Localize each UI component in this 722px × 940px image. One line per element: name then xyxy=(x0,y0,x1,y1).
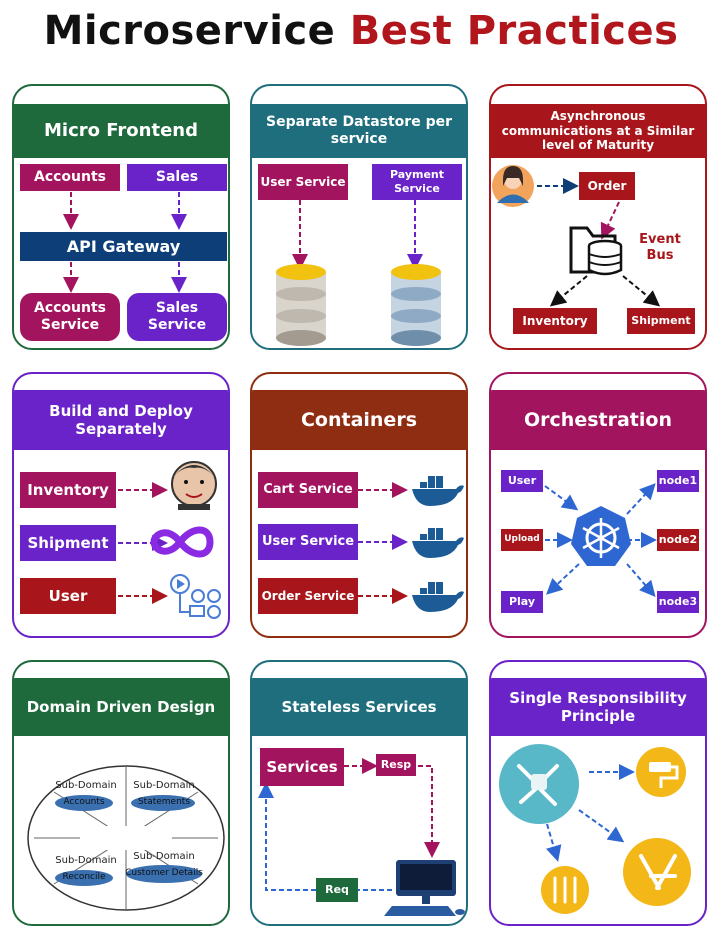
sales-service-box: Sales Service xyxy=(127,293,227,341)
page-title: Microservice Best Practices xyxy=(0,8,722,54)
card-micro-frontend: Micro Frontend Accounts Sales API Gatewa… xyxy=(12,84,230,350)
subdomain-accounts-label: Accounts xyxy=(63,797,105,807)
user-box: User xyxy=(501,470,543,492)
subdomain-title: Sub-Domain xyxy=(55,855,117,866)
card-title: Separate Datastore per service xyxy=(252,104,466,158)
subdomain-title: Sub-Domain xyxy=(55,780,117,791)
card-single-responsibility: Single Responsibility Principle xyxy=(489,660,707,926)
node1-box: node1 xyxy=(657,470,699,492)
card-separate-datastore: Separate Datastore per service User Serv… xyxy=(250,84,468,350)
subdomain-statements-label: Statements xyxy=(137,797,191,807)
user-service-box: User Service xyxy=(258,164,348,200)
utensils-icon xyxy=(541,866,589,914)
paint-roller-icon xyxy=(636,747,686,797)
docker-icon xyxy=(412,582,464,612)
card-stateless-services: Stateless Services Services Resp Req xyxy=(250,660,468,926)
accounts-box: Accounts xyxy=(20,164,120,191)
shipment-box: Shipment xyxy=(20,525,116,561)
flow-arrows xyxy=(258,758,440,891)
upload-box: Upload xyxy=(501,529,543,551)
sales-box: Sales xyxy=(127,164,227,191)
subdomain-title: Sub-Domain xyxy=(133,780,195,791)
card-domain-driven-design: Domain Driven Design Sub-Domain Accounts… xyxy=(12,660,230,926)
node3-box: node3 xyxy=(657,591,699,613)
subdomain-reconcile-label: Reconcile xyxy=(62,872,106,882)
accounts-service-box: Accounts Service xyxy=(20,293,120,341)
toolbox-icon xyxy=(499,744,579,824)
title-part-2: Best Practices xyxy=(349,8,679,54)
subdomain-customer-details-label: Customer Details xyxy=(125,868,203,878)
event-bus-label: Event Bus xyxy=(639,232,681,264)
payment-service-box: Payment Service xyxy=(372,164,462,200)
card-title: Micro Frontend xyxy=(14,104,228,158)
order-service-box: Order Service xyxy=(258,578,358,614)
card-async-communications: Asynchronous communications at a Similar… xyxy=(489,84,707,350)
flow-arrows xyxy=(544,483,657,598)
play-box: Play xyxy=(501,591,543,613)
inventory-box: Inventory xyxy=(513,308,597,334)
order-box: Order xyxy=(579,172,635,200)
kubernetes-icon xyxy=(571,506,631,566)
api-gateway-box: API Gateway xyxy=(20,232,227,261)
card-title: Domain Driven Design xyxy=(14,678,228,736)
card-title: Orchestration xyxy=(491,390,705,450)
flow-arrows xyxy=(537,178,661,307)
title-part-1: Microservice xyxy=(43,8,336,54)
card-title: Single Responsibility Principle xyxy=(491,678,705,736)
domain-diagram xyxy=(27,765,225,911)
shipment-box: Shipment xyxy=(627,308,695,334)
services-box: Services xyxy=(260,748,344,786)
infinity-icon xyxy=(150,526,214,558)
card-title: Build and Deploy Separately xyxy=(14,390,228,450)
card-orchestration: Orchestration User Upload Play node1 nod… xyxy=(489,372,707,638)
flow-arrows xyxy=(292,200,423,270)
pipeline-icon xyxy=(170,574,221,619)
resp-box: Resp xyxy=(376,754,416,776)
user-avatar-icon xyxy=(492,165,534,207)
flow-arrows xyxy=(545,764,635,862)
docker-icon xyxy=(412,476,464,506)
tools-icon xyxy=(623,838,691,906)
node2-box: node2 xyxy=(657,529,699,551)
event-bus-icon xyxy=(569,226,623,276)
card-title: Containers xyxy=(252,390,466,450)
docker-icon xyxy=(412,528,464,558)
flow-arrows xyxy=(63,192,187,293)
card-build-deploy: Build and Deploy Separately Inventory Sh… xyxy=(12,372,230,638)
card-title: Stateless Services xyxy=(252,678,466,736)
computer-icon xyxy=(384,860,465,916)
card-containers: Containers Cart Service User Service Ord… xyxy=(250,372,468,638)
jenkins-icon xyxy=(171,461,217,510)
inventory-box: Inventory xyxy=(20,472,116,508)
subdomain-title: Sub-Domain xyxy=(133,851,195,862)
user-service-box: User Service xyxy=(258,524,358,560)
cart-service-box: Cart Service xyxy=(258,472,358,508)
user-box: User xyxy=(20,578,116,614)
card-title: Asynchronous communications at a Similar… xyxy=(491,104,705,158)
req-box: Req xyxy=(316,878,358,902)
database-icon xyxy=(276,264,441,346)
